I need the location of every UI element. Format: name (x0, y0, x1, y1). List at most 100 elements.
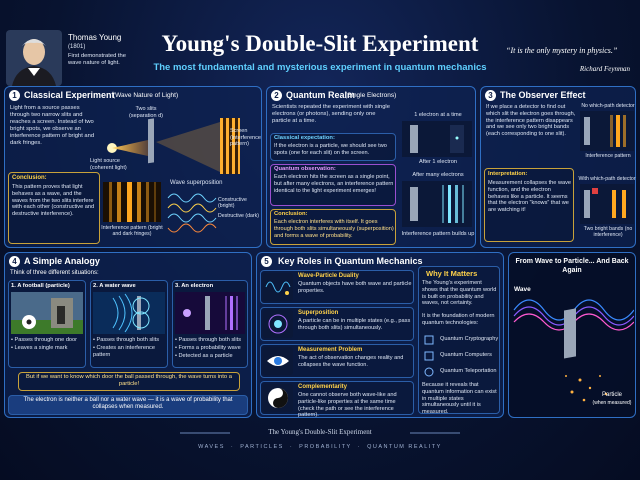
expectation-box (270, 133, 396, 161)
observation-text: Each electron hits the screen as a singl… (274, 174, 394, 194)
body-text: If we place a detector to find out which… (486, 104, 576, 138)
panel-number: 4 (9, 256, 20, 267)
scientist-name: Thomas Young (68, 33, 122, 42)
conclusion-text: This pattern proves that light behaves a… (12, 184, 95, 218)
image-label: Two bright bands (no interference) (583, 226, 633, 239)
why-box (418, 266, 500, 414)
panel-number: 3 (485, 90, 496, 101)
why-title: Why It Matters (426, 269, 478, 278)
summary-text: The electron is neither a ball nor a wat… (23, 397, 233, 411)
legend-label: Destructive (dark) (218, 213, 259, 219)
image-label: With which-path detector (578, 176, 636, 182)
role-icon (263, 384, 293, 412)
intro-text: Think of three different situations: (10, 270, 99, 276)
conclusion-text: Each electron interferes with itself. It… (274, 219, 394, 239)
separator: · (289, 444, 294, 450)
role-title: Complementarity (298, 384, 348, 390)
conclusion-box (8, 172, 100, 244)
role-title: Measurement Problem (298, 347, 363, 353)
image-label: After 1 electron (419, 159, 457, 165)
many-electrons-image (402, 181, 472, 227)
expectation-text: If the electron is a particle, we should… (274, 143, 387, 156)
scientist-caption: First demonstrated the wave nature of li… (68, 53, 126, 67)
interpretation-label: Interpretation: (488, 171, 528, 177)
case-point: • Passes through one door (11, 337, 78, 343)
why-lead: It is the foundation of modern quantum t… (422, 313, 495, 326)
wave-superposition (167, 193, 217, 233)
diagram-label: Screen (interference pattern) (230, 128, 261, 148)
diagram-label: Light source (coherent light) (90, 158, 127, 171)
tech-icons (424, 335, 434, 377)
panel-title: A Simple Analogy (24, 256, 100, 266)
role-text: A particle can be in multiple states (e.… (298, 318, 411, 331)
role-text: Quantum objects have both wave and parti… (298, 281, 412, 294)
portrait (6, 30, 62, 86)
footer-title: The Young's Double-Slit Experiment (268, 428, 372, 436)
expectation-label: Classical expectation: (274, 135, 335, 141)
keyword: QUANTUM REALITY (367, 444, 442, 450)
water-wave-image (93, 292, 165, 334)
case-point: • Leaves a single mark (11, 345, 68, 351)
keyword: PARTICLES (240, 444, 284, 450)
pattern-label: Interference pattern (bright and dark fr… (101, 225, 163, 238)
note-text: But if we want to know which door the ba… (26, 374, 232, 388)
particle-note: (when measured) (592, 400, 632, 406)
why-body: The Young's experiment shows that the qu… (422, 280, 497, 307)
case-point: • Creates an interference pattern (93, 345, 155, 358)
case-point: • Passes through both slits (175, 337, 242, 343)
panel-title: The Observer Effect (500, 90, 586, 100)
quote: “It is the only mystery in physics.” (506, 46, 618, 55)
single-electron-image (402, 121, 472, 157)
conclusion-box (270, 209, 396, 245)
superposition-label: Wave superposition (170, 180, 223, 186)
image-label: 1 electron at a time (414, 112, 462, 118)
fringe-pattern (103, 182, 161, 222)
football-image (11, 292, 83, 334)
image-label: After many electrons (412, 172, 464, 178)
electron-image (175, 292, 245, 334)
role-text: The act of observation changes reality a… (298, 355, 404, 368)
note-box (18, 372, 240, 391)
why-closing: Because it reveals that quantum informat… (422, 382, 497, 416)
panel-subtitle: (Single Electrons) (345, 92, 397, 99)
case-title: 1. A football (particle) (11, 283, 70, 289)
interpretation-box (484, 168, 574, 242)
case-point: • Passes through both slits (93, 337, 160, 343)
observation-box (270, 164, 396, 206)
role-text: One cannot observe both wave-like and pa… (298, 392, 397, 419)
legend-label: Constructive (bright) (218, 197, 247, 210)
panel-number: 1 (9, 90, 20, 101)
scientist-year: (1801) (68, 44, 86, 50)
tech-item: Quantum Cryptography (440, 336, 499, 342)
role-icon (263, 310, 293, 338)
keyword: WAVES (198, 444, 225, 450)
panel-title: Classical Experiment (24, 90, 115, 100)
panel-number: 5 (261, 256, 272, 267)
panel-number: 2 (271, 90, 282, 101)
conclusion-label: Conclusion: (274, 211, 308, 217)
keyword: PROBABILITY (299, 444, 352, 450)
image-label: Interference pattern builds up (401, 231, 475, 237)
wave-particle-image (513, 299, 634, 402)
case-title: 2. A water wave (93, 283, 136, 289)
panel-title: Key Roles in Quantum Mechanics (278, 256, 423, 266)
title: Young's Double-Slit Experiment (161, 31, 479, 56)
observation-label: Quantum observation: (274, 166, 336, 172)
summary-box (8, 395, 248, 415)
footer-keywords: WAVES · PARTICLES · PROBABILITY · QUANTUM R… (160, 444, 480, 450)
panel-subtitle: (Wave Nature of Light) (113, 92, 179, 99)
image-label: Interference pattern (585, 153, 631, 159)
tech-item: Quantum Teleportation (440, 368, 497, 374)
double-slit-diagram (107, 118, 240, 174)
footer-rules (180, 432, 460, 434)
subtitle: The most fundamental and mysterious expe… (153, 62, 487, 73)
role-title: Superposition (298, 310, 339, 316)
case-title: 3. An electron (175, 283, 214, 289)
panel-title: Quantum Realm (286, 90, 356, 100)
no-detector-image (580, 111, 634, 151)
diagram-label: Two slits (separation d) (129, 106, 163, 119)
cycle-title: From Wave to Particle... And Back Again (515, 258, 629, 274)
case-point: • Forms a probability wave (175, 345, 241, 351)
